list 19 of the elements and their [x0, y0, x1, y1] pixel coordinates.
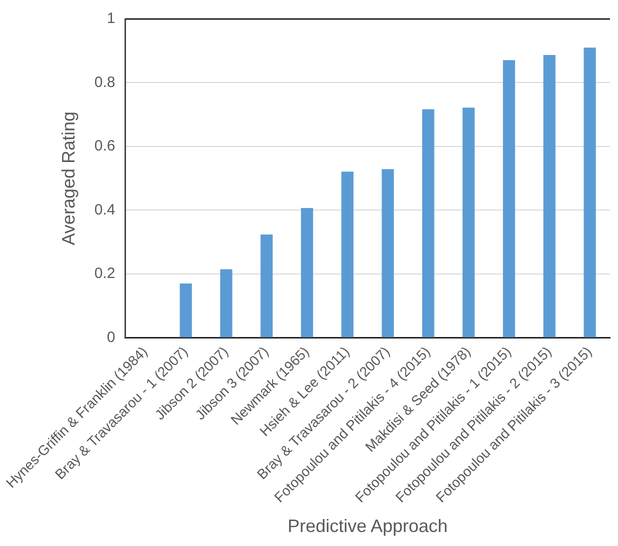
y-tick-label: 0.4 [94, 201, 116, 218]
bar [382, 169, 394, 338]
y-tick-label: 0.6 [94, 138, 116, 155]
bar [260, 234, 273, 338]
y-tick-label: 0 [106, 328, 116, 346]
y-axis-title: Averaged Rating [58, 111, 79, 246]
bar [422, 109, 434, 338]
y-tick-label: 0.8 [94, 74, 116, 91]
bar [543, 55, 556, 338]
bar [220, 269, 232, 338]
bar [462, 108, 475, 338]
bar [180, 284, 192, 338]
x-axis-title: Predictive Approach [288, 516, 448, 536]
y-tick-label: 0.2 [94, 265, 116, 282]
y-tick-label: 1 [106, 10, 116, 28]
bar [300, 208, 314, 338]
bar [502, 60, 516, 338]
bar [584, 48, 596, 338]
bar [341, 172, 354, 338]
